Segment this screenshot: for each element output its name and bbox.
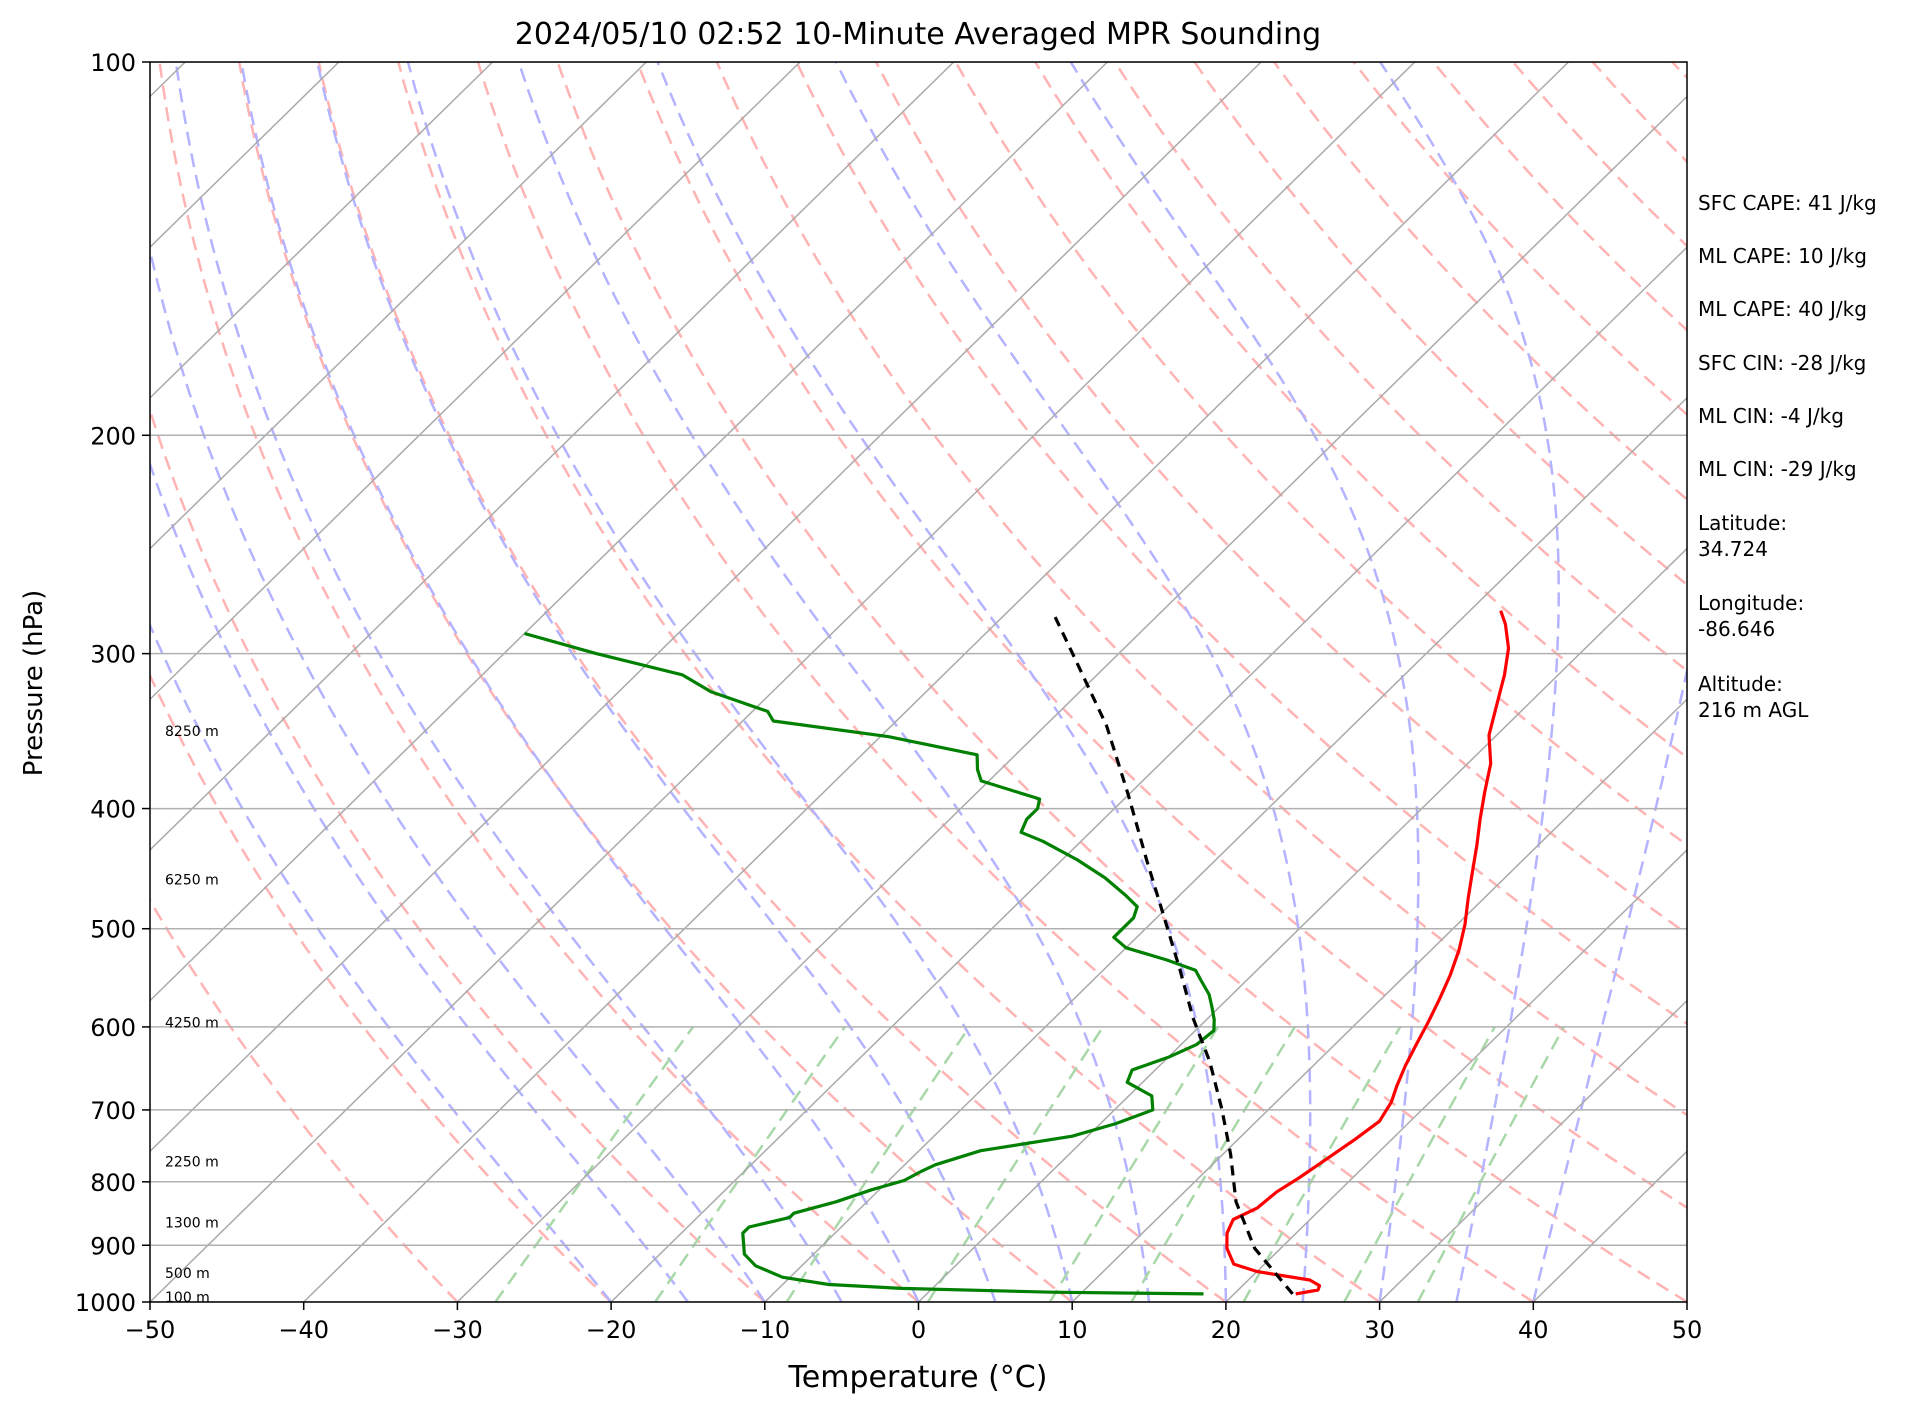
x-tick-label: −40 <box>278 1316 329 1344</box>
isotherm <box>150 62 1262 1153</box>
isotherm <box>150 62 955 851</box>
y-tick-label: 400 <box>90 796 136 824</box>
isotherm <box>917 547 1687 1302</box>
dry-adiabat <box>1113 62 1687 673</box>
height-label: 6250 m <box>165 872 219 888</box>
dry-adiabat <box>1432 62 1687 332</box>
dry-adiabat <box>636 62 1687 1210</box>
isotherm <box>303 62 1570 1302</box>
mixing-ratio-line <box>494 1026 695 1302</box>
isotherm <box>610 246 1687 1302</box>
isotherm <box>1379 999 1687 1302</box>
isotherm <box>764 396 1687 1302</box>
moist-adiabat <box>517 62 1151 1302</box>
x-tick-label: 40 <box>1518 1316 1549 1344</box>
height-label: 4250 m <box>165 1015 219 1031</box>
longitude-text: Longitude: -86.646 <box>1698 591 1805 641</box>
parcel-profile <box>1051 611 1294 1295</box>
ml-cin-text-2: ML CIN: -29 J/kg <box>1698 457 1857 481</box>
moist-adiabat <box>150 460 689 1302</box>
moist-adiabat <box>174 62 843 1302</box>
mixing-ratio-line <box>926 1026 1104 1302</box>
moist-adiabat <box>834 62 1312 1302</box>
dry-adiabat <box>150 672 612 1302</box>
x-tick-label: 30 <box>1364 1316 1395 1344</box>
moist-adiabat <box>150 622 613 1302</box>
height-label: 500 m <box>165 1266 210 1282</box>
moist-adiabat <box>406 62 1074 1302</box>
x-tick-label: 0 <box>911 1316 926 1344</box>
mixing-ratio-line <box>654 1026 846 1302</box>
dewpoint-profile <box>524 631 1216 1296</box>
x-axis-label: Temperature (°C) <box>788 1360 1048 1395</box>
x-tick-label: 50 <box>1672 1316 1703 1344</box>
moist-adiabat <box>1532 664 1687 1302</box>
chart-title: 2024/05/10 02:52 10-Minute Averaged MPR … <box>515 17 1321 52</box>
dry-adiabat <box>1034 62 1687 759</box>
mixing-ratio-line <box>1343 1026 1496 1302</box>
moist-adiabat <box>316 62 997 1302</box>
x-tick-label: −50 <box>125 1316 176 1344</box>
dry-adiabat <box>317 62 1227 1302</box>
isotherm <box>150 62 494 399</box>
ml-cape-text-2: ML CAPE: 40 J/kg <box>1698 297 1867 321</box>
y-tick-label: 1000 <box>75 1289 136 1317</box>
height-label: 100 m <box>165 1290 210 1306</box>
dry-adiabat <box>556 62 1687 1302</box>
isotherm <box>150 62 340 249</box>
x-tick-label: −30 <box>432 1316 483 1344</box>
isotherm <box>150 62 647 550</box>
dry-adiabat <box>476 62 1534 1302</box>
isotherm <box>150 62 1416 1302</box>
altitude-text: Altitude: 216 m AGL <box>1698 672 1809 722</box>
y-tick-label: 600 <box>90 1014 136 1042</box>
moist-adiabat <box>150 245 766 1302</box>
ml-cape-text: ML CAPE: 10 J/kg <box>1698 244 1867 268</box>
y-tick-label: 500 <box>90 916 136 944</box>
dry-adiabat <box>954 62 1687 847</box>
isotherm <box>150 62 1108 1002</box>
dry-adiabat <box>874 62 1687 936</box>
dry-adiabat <box>237 62 1073 1302</box>
mixing-ratio-line <box>1048 1026 1219 1302</box>
mixing-ratio-line <box>785 1026 971 1302</box>
height-label: 1300 m <box>165 1215 219 1231</box>
y-tick-label: 800 <box>90 1169 136 1197</box>
y-tick-label: 100 <box>90 49 136 77</box>
dry-adiabat <box>1273 62 1687 501</box>
latitude-text: Latitude: 34.724 <box>1698 511 1788 561</box>
ml-cin-text: ML CIN: -4 J/kg <box>1698 404 1844 428</box>
isotherm <box>456 95 1687 1302</box>
temperature-profile <box>1225 610 1511 1296</box>
x-tick-label: −20 <box>586 1316 637 1344</box>
x-tick-label: −10 <box>739 1316 790 1344</box>
y-axis-label: Pressure (hPa) <box>19 590 49 777</box>
y-tick-label: 300 <box>90 641 136 669</box>
y-tick-label: 900 <box>90 1232 136 1260</box>
isotherm <box>150 62 801 701</box>
moist-adiabat <box>1379 62 1560 1302</box>
moist-adiabat <box>240 62 920 1302</box>
dry-adiabat <box>150 406 766 1302</box>
isotherm <box>1225 848 1687 1302</box>
y-tick-label: 700 <box>90 1097 136 1125</box>
sfc-cape-text: SFC CAPE: 41 J/kg <box>1698 191 1877 215</box>
moist-adiabat <box>656 62 1228 1302</box>
dry-adiabat <box>158 62 920 1302</box>
mixing-ratio-line <box>1416 1026 1565 1302</box>
height-label: 2250 m <box>165 1155 219 1171</box>
dry-adiabat <box>150 898 459 1302</box>
dry-adiabat <box>795 62 1687 1026</box>
isotherm <box>1071 698 1687 1302</box>
y-tick-label: 200 <box>90 422 136 450</box>
x-tick-label: 20 <box>1211 1316 1242 1344</box>
sfc-cin-text: SFC CIN: -28 J/kg <box>1698 351 1867 375</box>
x-tick-label: 10 <box>1057 1316 1088 1344</box>
height-label: 8250 m <box>165 724 219 740</box>
